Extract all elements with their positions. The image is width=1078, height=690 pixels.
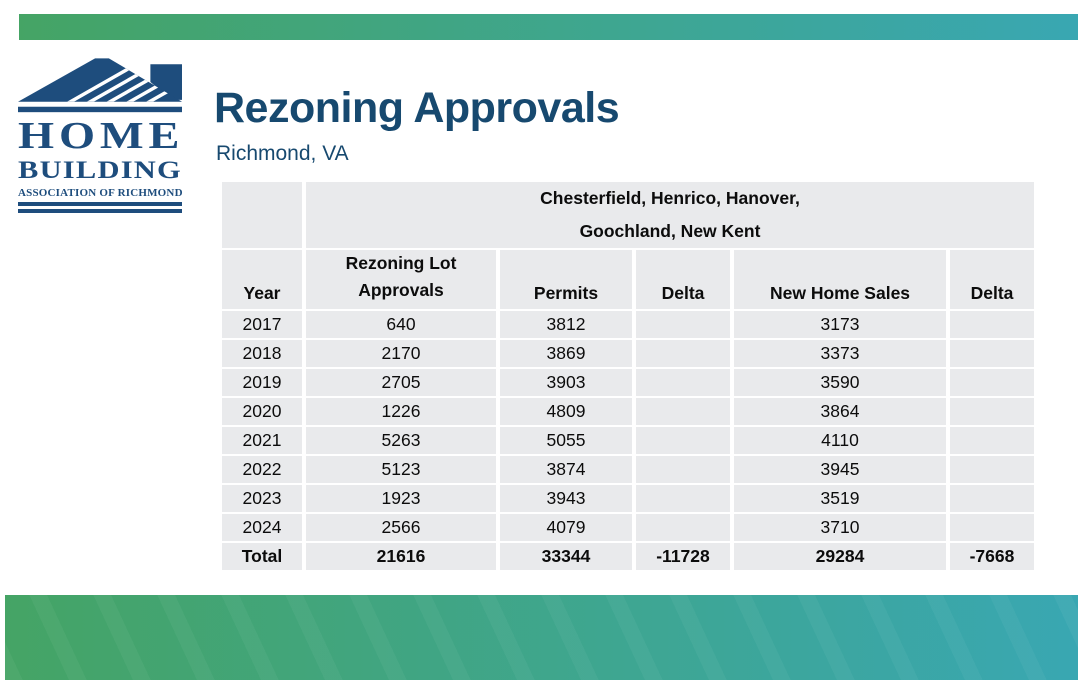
column-header-rezoning-lot-approvals: Rezoning Lot Approvals bbox=[306, 250, 496, 310]
rezoning-data-table: Chesterfield, Henrico, Hanover, Goochlan… bbox=[218, 180, 1038, 572]
delta1-cell bbox=[636, 485, 730, 513]
year-cell: 2023 bbox=[222, 485, 302, 513]
year-cell: 2021 bbox=[222, 427, 302, 455]
sales-cell: 3864 bbox=[734, 398, 946, 426]
table-row-2022: 2022 5123 3874 3945 bbox=[222, 456, 1034, 484]
logo-word-association: ASSOCIATION OF RICHMOND bbox=[18, 187, 183, 199]
delta1-cell bbox=[636, 369, 730, 397]
year-cell: 2019 bbox=[222, 369, 302, 397]
table-row-2023: 2023 1923 3943 3519 bbox=[222, 485, 1034, 513]
sales-cell: 3590 bbox=[734, 369, 946, 397]
region-header-cell: Chesterfield, Henrico, Hanover, Goochlan… bbox=[306, 182, 1034, 248]
sales-cell: 3945 bbox=[734, 456, 946, 484]
corner-cell bbox=[222, 182, 302, 248]
permits-cell: 3812 bbox=[500, 311, 632, 339]
delta2-cell bbox=[950, 456, 1034, 484]
rezoning-cell: 2566 bbox=[306, 514, 496, 542]
delta2-cell bbox=[950, 311, 1034, 339]
table-row-total: Total 21616 33344 -11728 29284 -7668 bbox=[222, 543, 1034, 571]
logo-word-home: HOME bbox=[18, 115, 185, 157]
permits-cell: 4809 bbox=[500, 398, 632, 426]
permits-cell: 3874 bbox=[500, 456, 632, 484]
column-header-rezoning-label: Rezoning Lot Approvals bbox=[345, 253, 457, 301]
page-subtitle: Richmond, VA bbox=[216, 142, 349, 165]
table-row-2024: 2024 2566 4079 3710 bbox=[222, 514, 1034, 542]
region-header-row: Chesterfield, Henrico, Hanover, Goochlan… bbox=[222, 182, 1034, 248]
total-label-cell: Total bbox=[222, 543, 302, 571]
logo-rule-top bbox=[18, 202, 182, 206]
logo-rule-bottom bbox=[18, 209, 182, 213]
delta1-cell bbox=[636, 398, 730, 426]
sales-cell: 4110 bbox=[734, 427, 946, 455]
delta2-cell bbox=[950, 340, 1034, 368]
page-title: Rezoning Approvals bbox=[214, 84, 620, 132]
delta2-cell bbox=[950, 514, 1034, 542]
sales-cell: 3519 bbox=[734, 485, 946, 513]
delta1-cell bbox=[636, 311, 730, 339]
logo-word-building: BUILDING bbox=[18, 157, 182, 184]
table-row-2018: 2018 2170 3869 3373 bbox=[222, 340, 1034, 368]
table-row-2017: 2017 640 3812 3173 bbox=[222, 311, 1034, 339]
bottom-accent-bar bbox=[5, 595, 1078, 680]
column-header-delta-1: Delta bbox=[636, 250, 730, 310]
total-rezoning-cell: 21616 bbox=[306, 543, 496, 571]
column-header-delta-2: Delta bbox=[950, 250, 1034, 310]
sales-cell: 3710 bbox=[734, 514, 946, 542]
sales-cell: 3373 bbox=[734, 340, 946, 368]
delta2-cell bbox=[950, 485, 1034, 513]
region-header-line1: Chesterfield, Henrico, Hanover, bbox=[540, 188, 800, 208]
delta2-cell bbox=[950, 369, 1034, 397]
hbar-logo: HOME BUILDING ASSOCIATION OF RICHMOND bbox=[18, 56, 183, 213]
delta1-cell bbox=[636, 427, 730, 455]
permits-cell: 3943 bbox=[500, 485, 632, 513]
table-row-2019: 2019 2705 3903 3590 bbox=[222, 369, 1034, 397]
delta1-cell bbox=[636, 456, 730, 484]
year-cell: 2017 bbox=[222, 311, 302, 339]
permits-cell: 3869 bbox=[500, 340, 632, 368]
delta1-cell bbox=[636, 514, 730, 542]
delta1-cell bbox=[636, 340, 730, 368]
rezoning-cell: 5123 bbox=[306, 456, 496, 484]
permits-cell: 3903 bbox=[500, 369, 632, 397]
column-header-row: Year Rezoning Lot Approvals Permits Delt… bbox=[222, 250, 1034, 310]
rezoning-cell: 1923 bbox=[306, 485, 496, 513]
column-header-permits: Permits bbox=[500, 250, 632, 310]
sales-cell: 3173 bbox=[734, 311, 946, 339]
region-header-line2: Goochland, New Kent bbox=[579, 221, 761, 241]
rezoning-cell: 2705 bbox=[306, 369, 496, 397]
year-cell: 2020 bbox=[222, 398, 302, 426]
permits-cell: 5055 bbox=[500, 427, 632, 455]
year-cell: 2018 bbox=[222, 340, 302, 368]
total-delta2-cell: -7668 bbox=[950, 543, 1034, 571]
total-delta1-cell: -11728 bbox=[636, 543, 730, 571]
table-row-2020: 2020 1226 4809 3864 bbox=[222, 398, 1034, 426]
column-header-new-home-sales: New Home Sales bbox=[734, 250, 946, 310]
year-cell: 2024 bbox=[222, 514, 302, 542]
rezoning-cell: 1226 bbox=[306, 398, 496, 426]
house-roof-icon bbox=[18, 58, 182, 113]
total-permits-cell: 33344 bbox=[500, 543, 632, 571]
rezoning-cell: 5263 bbox=[306, 427, 496, 455]
delta2-cell bbox=[950, 427, 1034, 455]
table-row-2021: 2021 5263 5055 4110 bbox=[222, 427, 1034, 455]
top-accent-bar bbox=[19, 14, 1078, 40]
rezoning-cell: 640 bbox=[306, 311, 496, 339]
delta2-cell bbox=[950, 398, 1034, 426]
rezoning-cell: 2170 bbox=[306, 340, 496, 368]
total-sales-cell: 29284 bbox=[734, 543, 946, 571]
year-cell: 2022 bbox=[222, 456, 302, 484]
permits-cell: 4079 bbox=[500, 514, 632, 542]
column-header-year: Year bbox=[222, 250, 302, 310]
